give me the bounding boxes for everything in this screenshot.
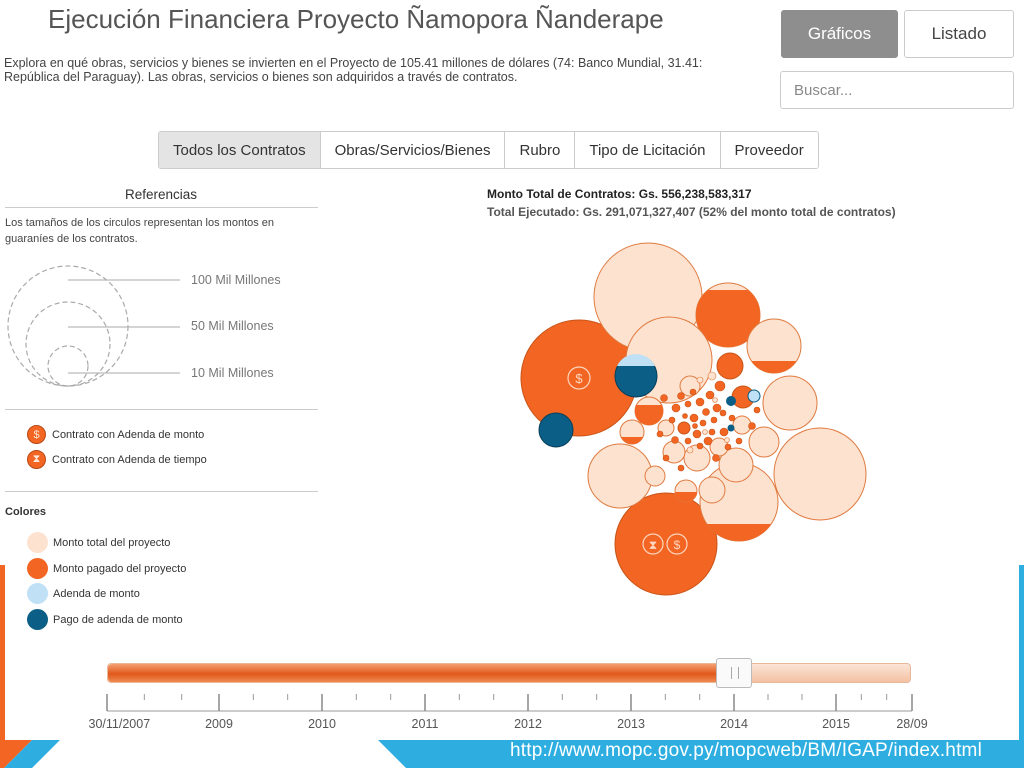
adenda-bubble[interactable] xyxy=(747,389,761,403)
divider xyxy=(5,207,318,208)
color-legend-label: Monto pagado del proyecto xyxy=(53,562,187,575)
project-description: Explora en qué obras, servicios y bienes… xyxy=(4,56,703,84)
legend-adenda-monto: $ Contrato con Adenda de monto xyxy=(27,425,204,444)
tab-tipo-de-licitacion[interactable]: Tipo de Licitación xyxy=(575,132,721,168)
legend-adenda-tiempo-label: Contrato con Adenda de tiempo xyxy=(52,453,207,466)
small-contracts-cluster-light xyxy=(686,371,730,454)
tab-proveedor[interactable]: Proveedor xyxy=(720,132,818,168)
timeline-tick-label: 2011 xyxy=(411,717,439,731)
contract-bubble[interactable] xyxy=(587,443,653,509)
color-swatch xyxy=(27,532,48,553)
timeline-tick-label: 2015 xyxy=(822,717,850,731)
adenda-bubble[interactable] xyxy=(538,412,574,448)
timeline-slider-handle[interactable] xyxy=(715,658,752,688)
timeline-tick-label: 2013 xyxy=(617,717,645,731)
timeline-slider[interactable] xyxy=(107,658,911,688)
adenda-unpaid-fill xyxy=(617,353,655,366)
timeline-tick-label: 2014 xyxy=(720,717,748,731)
color-legend-label: Monto total del proyecto xyxy=(53,536,171,549)
contract-bubble[interactable] xyxy=(614,492,718,596)
divider xyxy=(5,409,318,410)
timeline-tick-label: 2009 xyxy=(205,717,233,731)
contract-bubble[interactable] xyxy=(748,426,780,458)
tab-rubro[interactable]: Rubro xyxy=(505,132,576,168)
listado-button[interactable]: Listado xyxy=(904,10,1014,58)
adenda-bubble[interactable] xyxy=(726,396,736,406)
paid-fill xyxy=(635,405,663,425)
contract-bubble[interactable] xyxy=(644,465,666,487)
legend-adenda-tiempo: ⧗ Contrato con Adenda de tiempo xyxy=(27,450,207,469)
contract-bubble[interactable] xyxy=(677,421,691,435)
timeline-slider-fill xyxy=(108,664,734,682)
dollar-icon: $ xyxy=(674,538,681,552)
timeline-tick-label: 28/09 xyxy=(896,717,928,731)
monto-total-contratos: Monto Total de Contratos: Gs. 556,238,58… xyxy=(487,187,752,201)
colors-title: Colores xyxy=(5,506,46,518)
contract-bubble[interactable] xyxy=(773,427,867,521)
right-accent-bar xyxy=(1019,565,1024,740)
color-legend-label: Adenda de monto xyxy=(53,587,140,600)
color-swatch xyxy=(27,583,48,604)
contract-bubble[interactable] xyxy=(716,352,744,380)
size-label-10: 10 Mil Millones xyxy=(191,366,274,380)
paid-fill xyxy=(675,492,697,502)
references-description: Los tamaños de los circulos representan … xyxy=(5,217,275,245)
color-legend-label: Pago de adenda de monto xyxy=(53,613,183,626)
filter-tabs: Todos los Contratos Obras/Servicios/Bien… xyxy=(158,131,819,169)
timeline-tick-label: 2010 xyxy=(308,717,336,731)
references-title: Referencias xyxy=(124,187,198,202)
contract-bubble[interactable] xyxy=(718,447,754,483)
page-title: Ejecución Financiera Proyecto Ñamopora Ñ… xyxy=(48,4,664,34)
tab-obras-servicios-bienes[interactable]: Obras/Servicios/Bienes xyxy=(320,132,506,168)
legend-adenda-monto-label: Contrato con Adenda de monto xyxy=(52,428,205,441)
adenda-monto-icon xyxy=(666,533,688,555)
color-legend-item: Monto pagado del proyecto xyxy=(27,558,186,579)
paid-fill xyxy=(620,437,644,444)
footer-bar xyxy=(0,740,1024,768)
contracts-bubble-chart: $ ⧗ $ xyxy=(520,242,867,596)
timeline-tick-label: 2012 xyxy=(514,717,542,731)
contract-bubble[interactable] xyxy=(762,375,818,431)
tab-todos-los-contratos[interactable]: Todos los Contratos xyxy=(159,132,321,168)
adenda-monto-icon xyxy=(567,366,591,390)
size-reference-diagram xyxy=(7,265,180,387)
color-swatch xyxy=(27,609,48,630)
contract-bubble[interactable] xyxy=(732,415,752,435)
total-ejecutado: Total Ejecutado: Gs. 291,071,327,407 (52… xyxy=(487,205,896,219)
graficos-button[interactable]: Gráficos xyxy=(781,10,898,58)
color-legend-item: Adenda de monto xyxy=(27,583,140,604)
size-circle-100 xyxy=(7,265,129,387)
size-circle-50 xyxy=(25,301,111,387)
dollar-icon: $ xyxy=(27,425,46,444)
color-legend-item: Pago de adenda de monto xyxy=(27,609,183,630)
small-contracts-cluster xyxy=(656,380,761,472)
color-legend-item: Monto total del proyecto xyxy=(27,532,170,553)
timeline-tick-label: 30/11/2007 xyxy=(88,717,151,731)
left-accent-bar xyxy=(0,565,5,740)
contract-bubble[interactable] xyxy=(698,476,726,504)
color-swatch xyxy=(27,558,48,579)
size-circle-10 xyxy=(47,345,89,387)
adenda-bubble[interactable] xyxy=(727,424,735,432)
hourglass-icon: ⧗ xyxy=(649,538,657,552)
timeline-axis xyxy=(106,694,913,712)
footer-url[interactable]: http://www.mopc.gov.py/mopcweb/BM/IGAP/i… xyxy=(510,740,982,761)
search-input[interactable] xyxy=(780,71,1014,109)
hourglass-icon: ⧗ xyxy=(27,450,46,469)
dollar-icon: $ xyxy=(575,371,583,386)
divider xyxy=(5,491,318,492)
adenda-tiempo-icon xyxy=(642,533,664,555)
size-label-100: 100 Mil Millones xyxy=(191,273,281,287)
size-label-50: 50 Mil Millones xyxy=(191,319,274,333)
